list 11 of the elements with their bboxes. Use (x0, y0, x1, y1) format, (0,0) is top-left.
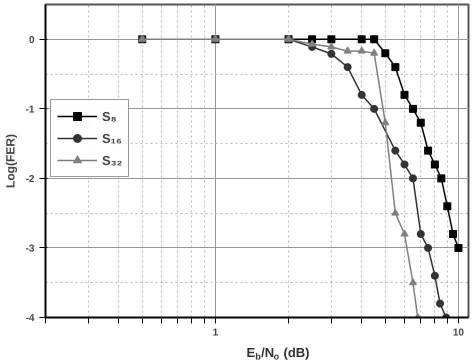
y-tick-label: -4 (26, 313, 35, 324)
y-tick-label: -1 (26, 104, 35, 116)
y-tick-label: 0 (28, 34, 35, 46)
y-tick-label: -2 (26, 174, 35, 185)
x-tick-label: 10 (452, 328, 464, 338)
x-tick-label: 1 (212, 328, 219, 338)
y-axis-title: Log(FER) (4, 134, 18, 188)
legend-label: S₁₆ (102, 130, 122, 146)
legend-label: S₃₂ (102, 152, 122, 168)
y-tick-label: -3 (26, 243, 35, 254)
legend-label: S₈ (102, 108, 118, 124)
